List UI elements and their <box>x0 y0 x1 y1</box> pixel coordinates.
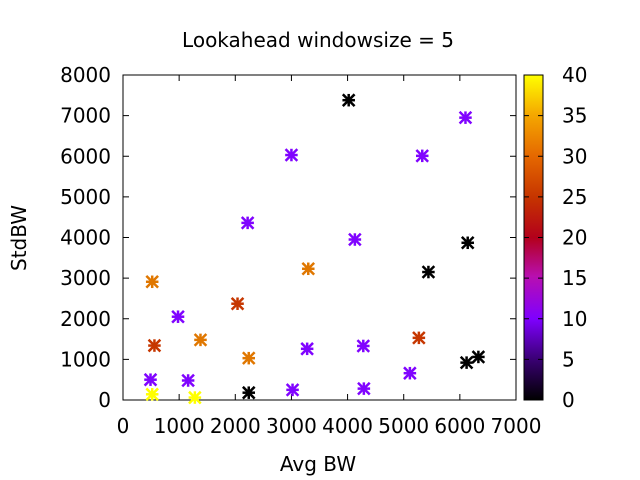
colorbar-tick-label: 15 <box>562 266 587 290</box>
colorbar-tick-label: 25 <box>562 185 587 209</box>
data-point <box>181 373 195 388</box>
data-point <box>240 216 255 230</box>
y-tick-label: 7000 <box>60 104 111 128</box>
data-point <box>412 331 426 345</box>
colorbar-tick-label: 35 <box>562 104 587 128</box>
data-point <box>471 350 486 364</box>
colorbar-axis: 0 5 10 15 20 25 30 35 40 <box>524 63 587 412</box>
x-tick-label: 6000 <box>434 414 485 438</box>
data-point <box>458 110 473 125</box>
data-point <box>341 93 356 107</box>
x-tick-label: 5000 <box>378 414 429 438</box>
data-point <box>171 309 185 324</box>
plot-area-border <box>122 74 517 401</box>
x-tick-label: 0 <box>117 414 130 438</box>
colorbar-tick-label: 20 <box>562 226 587 250</box>
data-point <box>460 236 475 250</box>
data-point <box>143 372 158 387</box>
data-point <box>403 366 417 380</box>
x-tick-label: 4000 <box>322 414 373 438</box>
data-points <box>143 93 486 405</box>
y-tick-label: 1000 <box>60 347 111 371</box>
data-point <box>145 387 159 402</box>
y-tick-label: 2000 <box>60 307 111 331</box>
x-tick-label: 7000 <box>491 414 542 438</box>
y-tick-label: 3000 <box>60 266 111 290</box>
x-axis-label: Avg BW <box>280 452 356 476</box>
data-point <box>301 262 316 276</box>
data-point <box>356 339 371 353</box>
y-axis: 0 1000 2000 3000 4000 5000 6000 7000 8000 <box>60 63 516 412</box>
data-point <box>145 275 159 289</box>
data-point <box>284 148 299 162</box>
colorbar-tick-label: 0 <box>562 388 575 412</box>
y-tick-label: 4000 <box>60 226 111 250</box>
y-tick-label: 0 <box>98 388 111 412</box>
colorbar-tick-label: 5 <box>562 347 575 371</box>
y-tick-label: 8000 <box>60 63 111 87</box>
data-point <box>357 381 371 396</box>
colorbar-tick-label: 40 <box>562 63 587 87</box>
chart-title: Lookahead windowsize = 5 <box>182 28 454 52</box>
data-point <box>193 333 208 347</box>
x-tick-label: 2000 <box>210 414 261 438</box>
colorbar-tick-label: 30 <box>562 144 587 168</box>
data-point <box>230 296 245 311</box>
data-point <box>188 390 202 405</box>
data-point <box>241 351 256 365</box>
x-tick-label: 3000 <box>266 414 317 438</box>
data-point <box>348 232 362 247</box>
data-point <box>285 383 300 397</box>
y-tick-label: 5000 <box>60 185 111 209</box>
x-tick-label: 1000 <box>154 414 205 438</box>
data-point <box>415 149 430 163</box>
colorbar-tick-label: 10 <box>562 307 587 331</box>
data-point <box>241 385 256 400</box>
x-axis: 0 1000 2000 3000 4000 5000 6000 7000 <box>117 75 542 438</box>
y-axis-label: StdBW <box>7 205 31 271</box>
data-point <box>459 355 474 370</box>
data-point <box>147 338 162 353</box>
y-tick-label: 6000 <box>60 144 111 168</box>
data-point <box>300 342 314 356</box>
data-point <box>421 265 436 279</box>
